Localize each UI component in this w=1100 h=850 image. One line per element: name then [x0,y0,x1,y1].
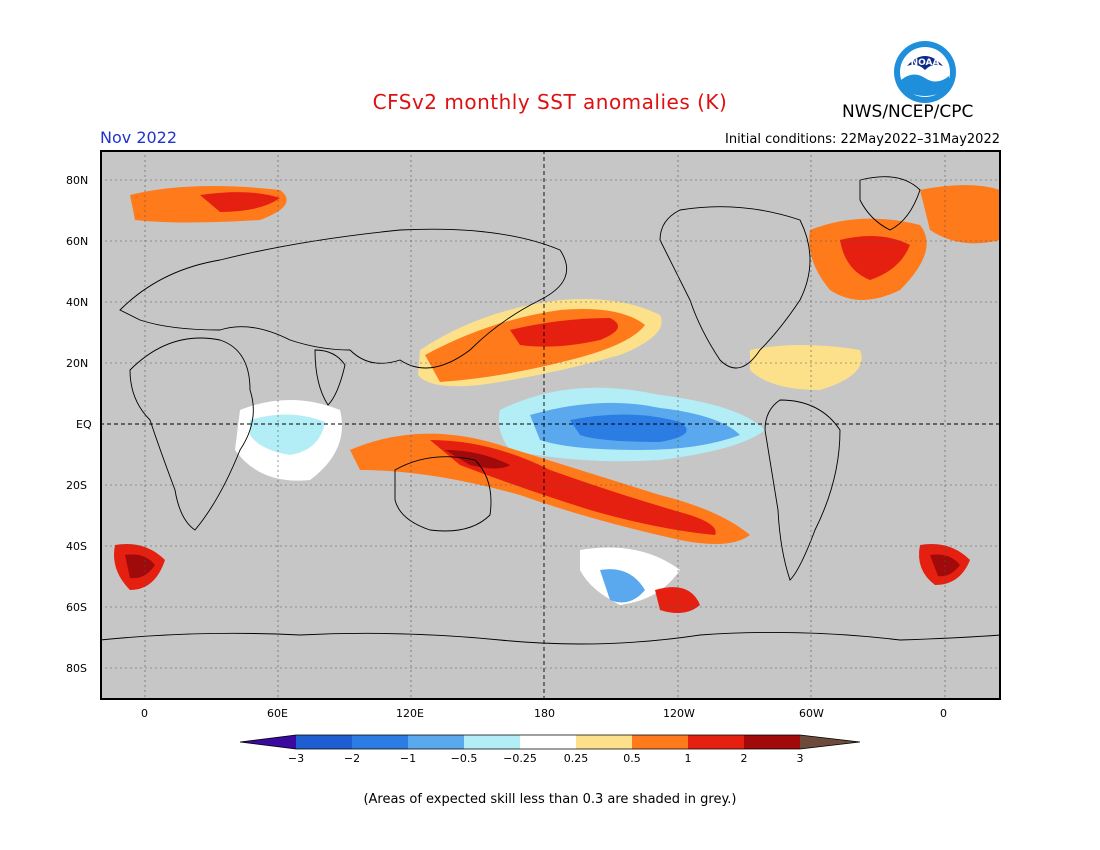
colorbar-segment [744,735,800,749]
lat-label: 80S [66,662,87,675]
colorbar-label: −0.5 [450,752,478,765]
colorbar-label: 2 [740,752,748,765]
anomaly-southern-ocean [580,547,700,614]
lat-label: 20N [66,357,89,370]
colorbar-label: 1 [684,752,692,765]
initial-conditions: Initial conditions: 22May2022–31May2022 [725,132,1000,147]
lon-label: 120E [396,707,424,720]
anomaly-warm-southern-patches [114,544,970,590]
agency-label: NWS/NCEP/CPC [842,102,974,122]
colorbar-segment [800,735,860,749]
colorbar-label: 0.25 [563,752,589,765]
coastlines [100,176,1001,645]
colorbar-label: 0.5 [623,752,641,765]
lat-label: 40S [66,540,87,553]
noaa-logo: NOAA [893,40,957,104]
anomaly-warm-north-atlantic [750,218,927,390]
colorbar [240,734,861,750]
anomaly-warm-arctic [130,185,1000,244]
anomaly-indian-ocean [235,400,342,481]
colorbar-segment [688,735,744,749]
colorbar-segment [576,735,632,749]
colorbar-label: −0.25 [503,752,537,765]
lat-label: EQ [76,418,92,431]
colorbar-label: −1 [399,752,417,765]
anomaly-warm-south-pacific [350,433,750,544]
valid-month: Nov 2022 [100,128,178,147]
lat-label: 80N [66,174,89,187]
sst-anomaly-map [100,150,1001,700]
colorbar-label: −3 [287,752,305,765]
colorbar-segment [296,735,352,749]
lon-label: 180 [534,707,555,720]
colorbar-segment [240,735,296,749]
lat-label: 20S [66,479,87,492]
colorbar-segment [520,735,576,749]
colorbar-segment [352,735,408,749]
map-frame [100,150,1001,700]
colorbar-segment [464,735,520,749]
lon-label: 60W [799,707,824,720]
graticule [100,150,1001,700]
lat-label: 60N [66,235,89,248]
footnote: (Areas of expected skill less than 0.3 a… [363,792,737,807]
lon-label: 0 [940,707,947,720]
lat-label: 40N [66,296,89,309]
lon-label: 0 [141,707,148,720]
chart-title: CFSv2 monthly SST anomalies (K) [372,90,728,114]
noaa-logo-text: NOAA [911,58,940,68]
anomaly-warm-north-pacific [418,299,662,387]
colorbar-segment [408,735,464,749]
colorbar-segment [632,735,688,749]
colorbar-label: 3 [796,752,804,765]
lat-label: 60S [66,601,87,614]
colorbar-label: −2 [343,752,361,765]
lon-label: 120W [663,707,695,720]
lon-label: 60E [267,707,288,720]
anomaly-cold-pacific [498,387,765,462]
